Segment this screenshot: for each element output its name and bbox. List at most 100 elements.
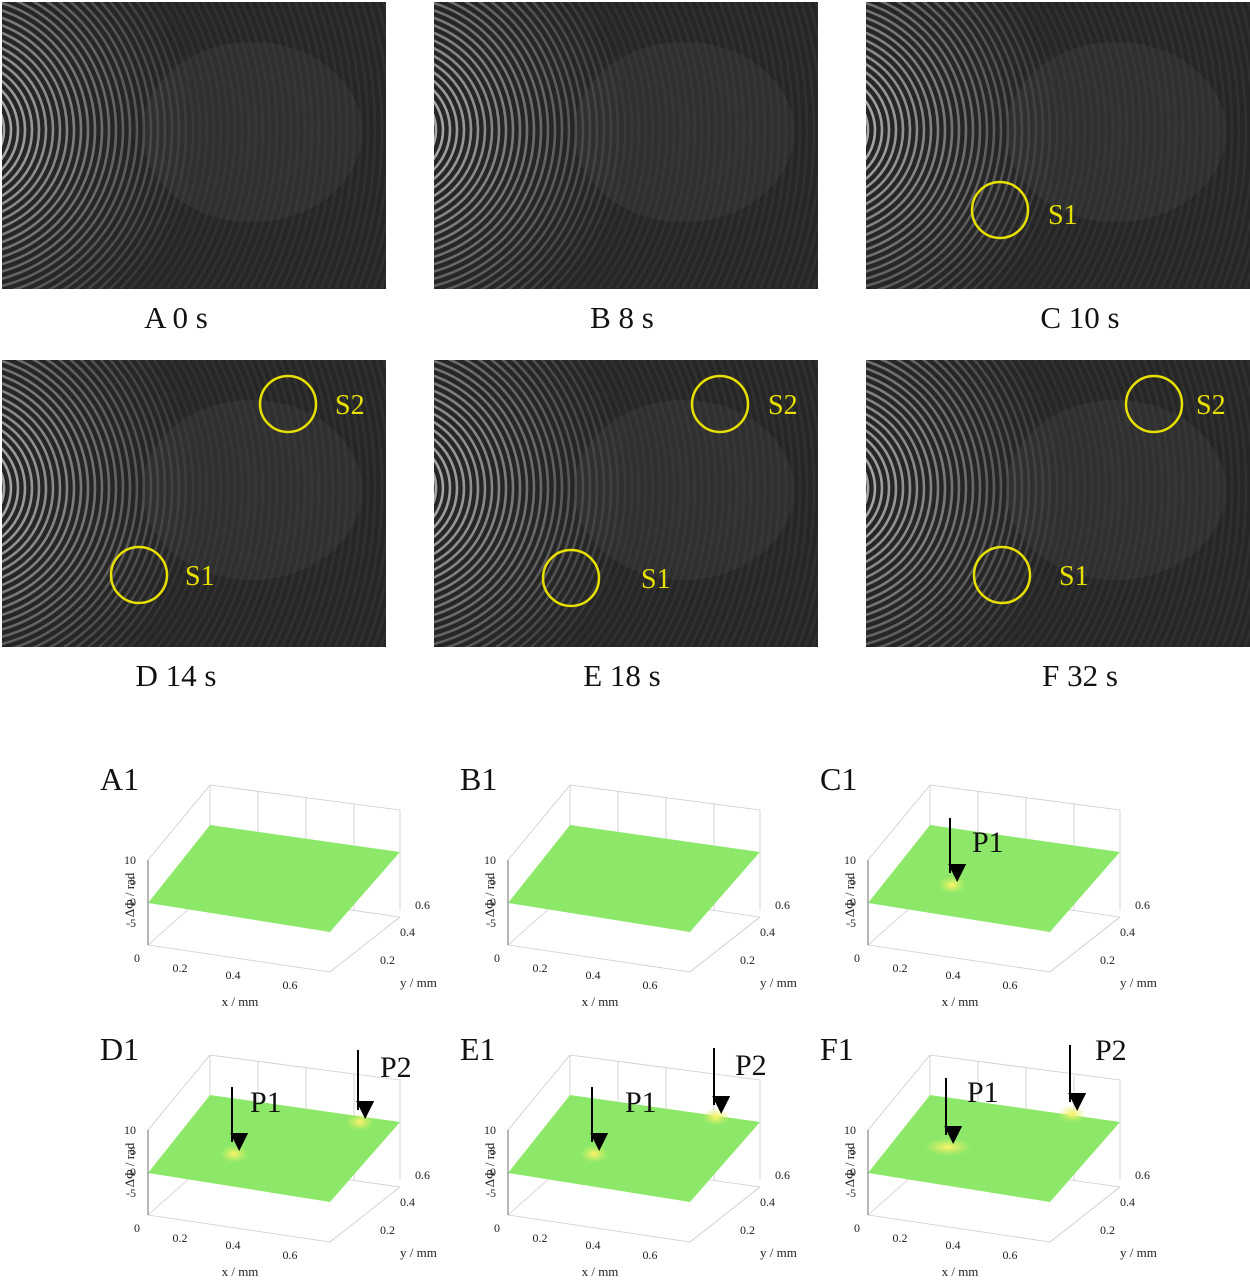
fringe	[866, 397, 926, 579]
fringe	[1136, 2, 1178, 289]
fringe	[605, 2, 662, 289]
y-tick-label: 0.2	[1100, 953, 1115, 967]
marker-label: S1	[185, 561, 215, 592]
y-axis-label: y / mm	[400, 1245, 437, 1260]
fringe	[434, 360, 557, 646]
marker-label: S2	[768, 390, 798, 421]
fringe	[712, 2, 753, 289]
fringe	[518, 2, 599, 289]
fringe	[578, 360, 641, 647]
frame-line	[209, 784, 401, 811]
frame-line	[867, 944, 1051, 973]
fringe	[866, 39, 926, 221]
fringe	[434, 2, 536, 266]
x-axis-label: x / mm	[582, 994, 619, 1009]
z-tick-label: 0	[130, 1165, 136, 1179]
y-tick-label: 0.4	[400, 1195, 415, 1209]
z-tick-label: 5	[130, 874, 136, 888]
fringe	[86, 2, 167, 289]
fringe	[479, 360, 578, 647]
fringe	[866, 2, 961, 259]
x-tick-label: 0.4	[226, 968, 241, 982]
fringe	[1175, 2, 1213, 289]
fringe	[248, 2, 293, 289]
fringe	[2, 2, 111, 273]
fringe	[743, 360, 781, 647]
fringe	[434, 457, 445, 519]
fringe	[173, 2, 230, 289]
marker-circle	[109, 545, 169, 605]
fringe	[719, 2, 760, 289]
fringe	[173, 360, 230, 647]
fringe	[2, 2, 118, 281]
fringe	[1159, 2, 1199, 289]
x-tick-label: 0.6	[643, 1248, 658, 1262]
frame-line	[329, 1186, 401, 1243]
y-tick-label: 0.6	[775, 898, 790, 912]
fringe	[341, 360, 377, 647]
fringe	[493, 360, 585, 647]
fringe	[1037, 360, 1094, 647]
fringe	[434, 360, 529, 617]
fringe	[2, 360, 118, 639]
fringe	[866, 2, 982, 281]
z-axis-label: ΔΦ / rad	[842, 1142, 857, 1187]
z-tick-label: -5	[486, 1186, 496, 1200]
photo-caption: B 8 s	[590, 300, 654, 335]
y-tick-label: 0.6	[1135, 1168, 1150, 1182]
panel-label: E1	[460, 1031, 496, 1067]
frame-line	[929, 1054, 1121, 1081]
marker-circle	[690, 374, 750, 434]
fringe	[216, 2, 265, 289]
fringe	[911, 360, 1010, 647]
y-tick-label: 0.6	[415, 1168, 430, 1182]
fringe	[61, 360, 153, 647]
photo-panel	[2, 2, 386, 289]
fringe	[781, 360, 816, 647]
x-tick-label: 0.2	[533, 1231, 548, 1245]
fringe	[2, 360, 125, 646]
fringe	[295, 360, 335, 647]
fringe	[1001, 2, 1066, 289]
fringe	[434, 24, 508, 236]
fringe	[622, 360, 676, 647]
x-axis-label: x / mm	[222, 1264, 259, 1279]
fringe	[1010, 2, 1073, 289]
fringe	[559, 360, 627, 647]
fringe	[434, 446, 452, 530]
fringe	[463, 360, 571, 647]
z-tick-label: 10	[844, 853, 856, 867]
fringe	[938, 2, 1024, 289]
fringe	[866, 2, 975, 273]
fringe	[866, 360, 961, 617]
fringe	[539, 2, 613, 289]
fringe	[639, 360, 690, 647]
fringe	[31, 360, 139, 647]
fringe	[2, 360, 97, 617]
fringe	[190, 360, 244, 647]
fringe	[1182, 2, 1220, 289]
fringe	[155, 2, 216, 289]
frame-line	[867, 1214, 1051, 1243]
fringe	[866, 374, 947, 602]
fringe	[991, 2, 1059, 289]
bump	[1058, 1105, 1086, 1123]
photo-caption: E 18 s	[583, 658, 661, 693]
fringe	[434, 360, 543, 631]
fringe	[866, 46, 919, 214]
frame-line	[147, 784, 211, 861]
z-axis-label: ΔΦ / rad	[122, 1142, 137, 1187]
fringe	[137, 2, 202, 289]
fringe	[434, 437, 459, 539]
panel-label: D1	[100, 1031, 139, 1067]
fringe	[1205, 2, 1241, 289]
fringe	[2, 39, 62, 221]
fringe	[569, 2, 634, 289]
x-tick-label: 0	[134, 1221, 140, 1235]
z-tick-label: 10	[124, 853, 136, 867]
fringe	[434, 412, 480, 564]
fringe	[2, 99, 13, 161]
x-tick-label: 0	[854, 951, 860, 965]
photo-panel: S2 S1	[434, 360, 818, 647]
